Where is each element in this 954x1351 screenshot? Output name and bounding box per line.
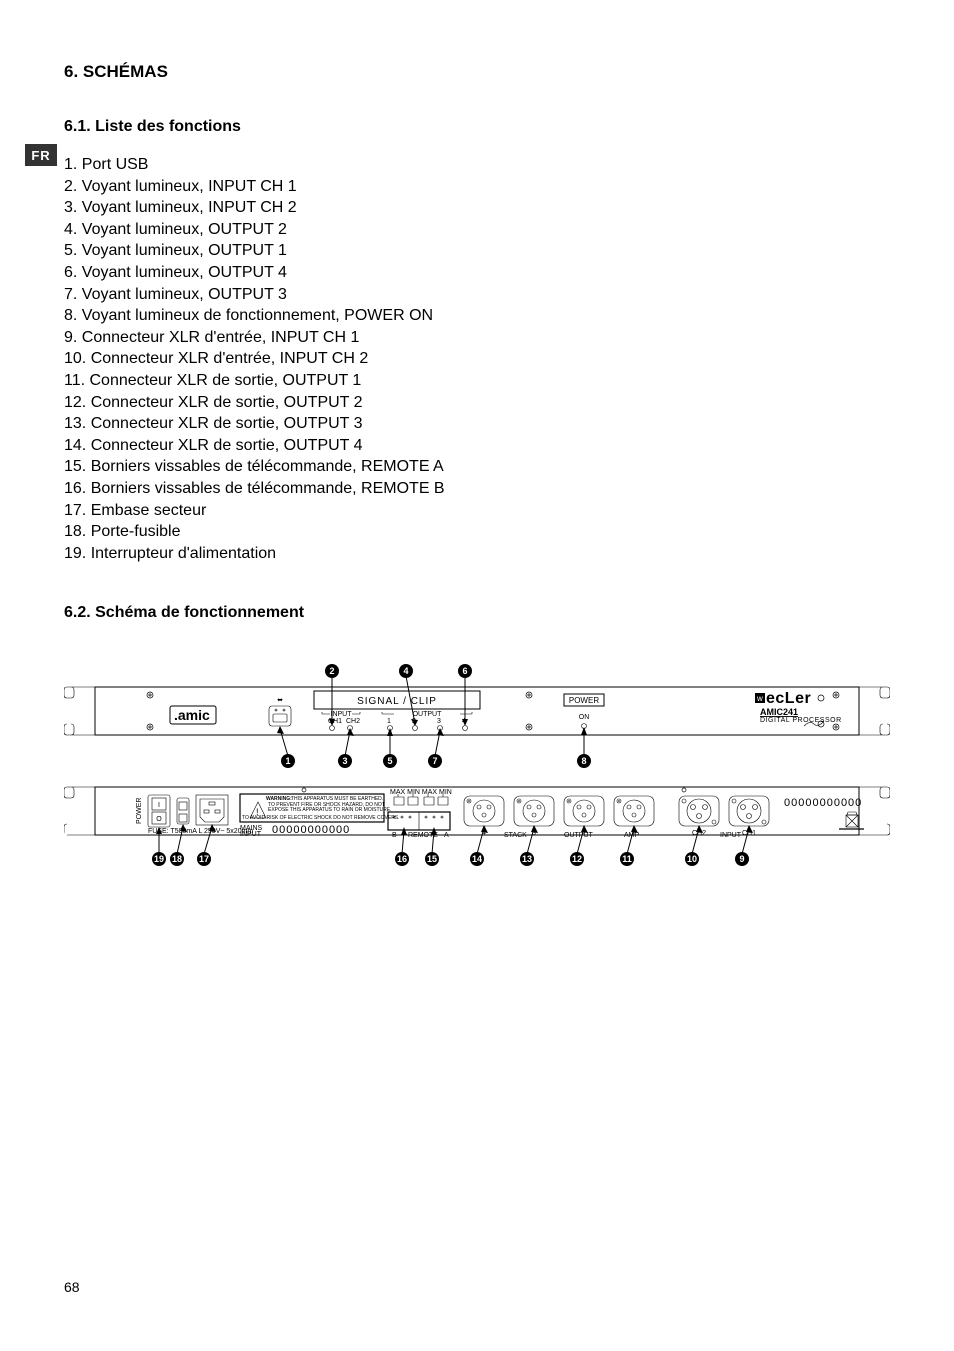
svg-text:A: A bbox=[444, 832, 449, 839]
svg-text:13: 13 bbox=[522, 854, 532, 864]
svg-text:ecLer: ecLer bbox=[766, 690, 811, 707]
svg-text:19: 19 bbox=[154, 854, 164, 864]
ch2-label: CH2 bbox=[346, 718, 360, 725]
svg-text:3: 3 bbox=[437, 718, 441, 725]
svg-text:1: 1 bbox=[285, 756, 290, 766]
on-label: ON bbox=[579, 714, 590, 721]
list-item: 19. Interrupteur d'alimentation bbox=[64, 543, 890, 565]
svg-text:6: 6 bbox=[462, 666, 467, 676]
processor-label: DIGITAL PROCESSOR bbox=[760, 717, 842, 724]
power-vertical-label: POWER bbox=[136, 798, 143, 824]
model-label: AMIC241 bbox=[760, 707, 798, 717]
list-item: 4. Voyant lumineux, OUTPUT 2 bbox=[64, 219, 890, 241]
output-label-rear: OUTPUT bbox=[564, 832, 594, 839]
section-title: 6. SCHÉMAS bbox=[64, 62, 890, 82]
function-list: 1. Port USB 2. Voyant lumineux, INPUT CH… bbox=[64, 154, 890, 564]
svg-text:8: 8 bbox=[581, 756, 586, 766]
subsection-2-title: 6.2. Schéma de fonctionnement bbox=[64, 604, 890, 622]
list-item: 17. Embase secteur bbox=[64, 500, 890, 522]
list-item: 18. Porte-fusible bbox=[64, 521, 890, 543]
svg-text:16: 16 bbox=[397, 854, 407, 864]
list-item: 12. Connecteur XLR de sortie, OUTPUT 2 bbox=[64, 392, 890, 414]
input-label: INPUT bbox=[331, 711, 353, 718]
list-item: 6. Voyant lumineux, OUTPUT 4 bbox=[64, 262, 890, 284]
list-item: 15. Borniers vissables de télécommande, … bbox=[64, 456, 890, 478]
svg-text:14: 14 bbox=[472, 854, 482, 864]
serial-left: 00000000000 bbox=[272, 824, 350, 836]
brand-logo: w ecLer bbox=[755, 690, 824, 707]
list-item: 10. Connecteur XLR d'entrée, INPUT CH 2 bbox=[64, 348, 890, 370]
svg-text:18: 18 bbox=[172, 854, 182, 864]
list-item: 5. Voyant lumineux, OUTPUT 1 bbox=[64, 240, 890, 262]
svg-text:2: 2 bbox=[329, 666, 334, 676]
list-item: 1. Port USB bbox=[64, 154, 890, 176]
svg-text:4: 4 bbox=[403, 666, 408, 676]
amic-label: .amic bbox=[174, 707, 210, 723]
rear-panel-diagram: POWER I O FUSE: T500mA L 250V~ 5x20mm ! … bbox=[64, 782, 890, 872]
svg-text:11: 11 bbox=[622, 854, 632, 864]
svg-text:⬌: ⬌ bbox=[277, 697, 283, 704]
serial-right: 00000000000 bbox=[784, 797, 862, 809]
language-tag: FR bbox=[25, 144, 57, 166]
list-item: 14. Connecteur XLR de sortie, OUTPUT 4 bbox=[64, 435, 890, 457]
list-item: 7. Voyant lumineux, OUTPUT 3 bbox=[64, 284, 890, 306]
svg-text:3: 3 bbox=[342, 756, 347, 766]
svg-text:17: 17 bbox=[199, 854, 209, 864]
output-label: OUTPUT bbox=[413, 711, 443, 718]
svg-text:w: w bbox=[756, 694, 763, 703]
stack-label: STACK bbox=[504, 832, 527, 839]
front-panel-diagram: .amic ⬌ SIGNAL / CLIP INPUT OUTPUT CH1 C… bbox=[64, 664, 890, 770]
list-item: 13. Connecteur XLR de sortie, OUTPUT 3 bbox=[64, 413, 890, 435]
list-item: 9. Connecteur XLR d'entrée, INPUT CH 1 bbox=[64, 327, 890, 349]
svg-text:10: 10 bbox=[687, 854, 697, 864]
remote-max-min: MAX MIN MAX MIN bbox=[390, 789, 452, 796]
weee-icon bbox=[845, 812, 859, 829]
list-item: 3. Voyant lumineux, INPUT CH 2 bbox=[64, 197, 890, 219]
output-connectors: 4 3 2 bbox=[464, 796, 654, 837]
svg-text:9: 9 bbox=[739, 854, 744, 864]
svg-text:I: I bbox=[158, 802, 160, 809]
svg-text:B: B bbox=[392, 832, 397, 839]
input-connectors: CH2 CH1 bbox=[679, 796, 769, 837]
svg-text:TO AVOID RISK OF ELECTRIC SHOC: TO AVOID RISK OF ELECTRIC SHOCK DO NOT R… bbox=[242, 815, 400, 821]
input-label-rear: INPUT bbox=[720, 832, 742, 839]
diagrams-container: .amic ⬌ SIGNAL / CLIP INPUT OUTPUT CH1 C… bbox=[64, 664, 890, 872]
list-item: 16. Borniers vissables de télécommande, … bbox=[64, 478, 890, 500]
svg-text:EXPOSE THIS APPARATUS TO RAIN: EXPOSE THIS APPARATUS TO RAIN OR MOISTUR… bbox=[268, 807, 391, 813]
svg-text:12: 12 bbox=[572, 854, 582, 864]
page-number: 68 bbox=[64, 1279, 80, 1295]
svg-text:5: 5 bbox=[387, 756, 392, 766]
list-item: 2. Voyant lumineux, INPUT CH 1 bbox=[64, 176, 890, 198]
signal-clip-label: SIGNAL / CLIP bbox=[357, 696, 437, 707]
svg-text:O: O bbox=[156, 816, 162, 823]
subsection-1-title: 6.1. Liste des fonctions bbox=[64, 118, 890, 136]
svg-text:INPUT: INPUT bbox=[240, 831, 262, 838]
svg-text:1: 1 bbox=[387, 718, 391, 725]
svg-text:7: 7 bbox=[432, 756, 437, 766]
list-item: 11. Connecteur XLR de sortie, OUTPUT 1 bbox=[64, 370, 890, 392]
callout-group-bottom: 1 3 5 7 8 bbox=[277, 726, 591, 768]
svg-text:FUSE: T500mA L 250V~ 5x20mm: FUSE: T500mA L 250V~ 5x20mm bbox=[148, 828, 253, 835]
power-label: POWER bbox=[569, 696, 599, 705]
svg-text:15: 15 bbox=[427, 854, 437, 864]
list-item: 8. Voyant lumineux de fonctionnement, PO… bbox=[64, 305, 890, 327]
